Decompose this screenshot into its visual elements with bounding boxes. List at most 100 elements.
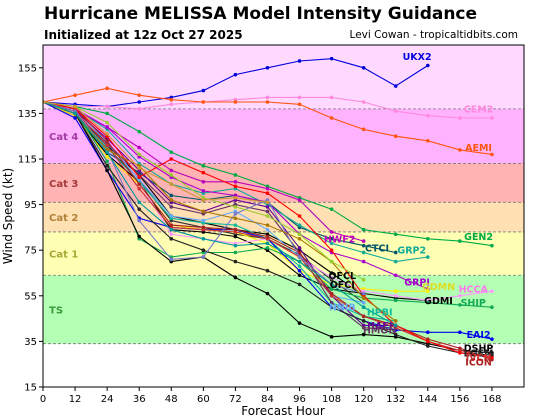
data-point — [393, 250, 398, 255]
data-point — [169, 168, 174, 173]
data-point — [105, 164, 109, 168]
intensity-bands: TS Cat 1 Cat 2 Cat 3 Cat 4 — [43, 45, 524, 345]
data-point — [458, 239, 462, 243]
data-point — [233, 223, 238, 227]
data-point — [393, 84, 398, 88]
series-line — [43, 101, 397, 322]
data-point — [265, 241, 270, 246]
data-point — [233, 275, 238, 280]
data-point — [393, 298, 398, 303]
data-point — [169, 182, 174, 186]
data-point — [137, 200, 141, 205]
data-point — [233, 205, 238, 209]
band-label-cat-4: Cat 4 — [49, 132, 78, 143]
y-tick-label: 155 — [18, 63, 37, 74]
data-point — [361, 314, 366, 319]
data-point — [265, 191, 270, 195]
data-point — [73, 111, 77, 116]
data-point — [137, 182, 141, 186]
data-point — [361, 100, 366, 104]
y-axis-label: Wind Speed (kt) — [1, 168, 15, 264]
data-point — [265, 268, 270, 273]
data-point — [361, 291, 366, 296]
data-point — [169, 223, 174, 227]
data-point — [361, 259, 366, 264]
y-tick-label: 15 — [24, 383, 37, 394]
model-label-gdmn: GDMN — [422, 282, 455, 293]
data-point — [105, 86, 109, 91]
data-point — [201, 237, 206, 241]
data-point — [233, 250, 238, 255]
data-point — [458, 346, 462, 351]
data-point — [393, 109, 398, 113]
series-hwf2 — [43, 100, 366, 243]
data-point — [105, 143, 109, 148]
data-point — [233, 72, 238, 77]
data-point — [105, 132, 109, 136]
model-label-grpi: GRPI — [404, 278, 430, 289]
model-label-hafi: HAFI — [367, 321, 392, 332]
data-point — [137, 100, 141, 104]
data-point — [329, 95, 334, 100]
data-point — [393, 323, 398, 328]
data-point — [137, 152, 141, 157]
data-point — [361, 332, 366, 337]
y-tick-label: 95 — [24, 200, 37, 211]
data-point — [329, 56, 334, 61]
data-point — [490, 152, 494, 157]
band-label-cat-3: Cat 3 — [49, 179, 78, 190]
data-point — [297, 264, 302, 268]
x-tick-label: 108 — [322, 394, 341, 405]
data-point — [297, 282, 302, 287]
data-point — [329, 291, 334, 296]
data-point — [201, 164, 206, 168]
x-tick-label: 60 — [197, 394, 210, 405]
data-point — [458, 303, 462, 307]
data-point — [73, 93, 77, 97]
data-point — [265, 186, 270, 191]
data-point — [361, 127, 366, 132]
data-point — [426, 255, 430, 259]
y-tick-label: 35 — [24, 337, 37, 348]
model-label-gen2: GEN2 — [464, 232, 493, 243]
data-point — [329, 287, 334, 291]
data-point — [329, 271, 334, 275]
data-point — [297, 273, 302, 278]
data-point — [393, 319, 398, 323]
data-point — [233, 100, 238, 104]
data-point — [490, 337, 494, 341]
data-point — [169, 257, 174, 262]
x-tick-label: 48 — [165, 394, 178, 405]
data-point — [329, 207, 334, 211]
x-tick-label: 168 — [482, 394, 501, 405]
series-line — [43, 101, 396, 331]
data-point — [137, 234, 141, 239]
data-point — [105, 150, 109, 154]
data-point — [426, 138, 430, 143]
data-point — [233, 227, 238, 232]
data-point — [458, 351, 462, 355]
model-label-gdmi: GDMI — [424, 296, 453, 307]
data-point — [105, 138, 109, 143]
plot-frame — [42, 44, 525, 388]
data-point — [137, 93, 141, 97]
data-point — [265, 205, 270, 209]
data-point — [169, 150, 174, 154]
data-point — [265, 209, 270, 214]
data-point — [265, 214, 270, 218]
data-point — [361, 325, 366, 330]
data-point — [329, 241, 334, 246]
data-point — [490, 355, 494, 360]
band-upper-5 — [43, 45, 524, 109]
model-label-hpbi: HPBI — [367, 307, 393, 318]
data-point — [458, 294, 462, 298]
data-point — [105, 154, 109, 159]
model-label-cem2: CEM2 — [464, 104, 494, 115]
data-point — [169, 97, 174, 102]
data-point — [233, 211, 238, 216]
x-tick-label: 156 — [450, 394, 469, 405]
x-tick-label: 144 — [418, 394, 437, 405]
data-point — [426, 63, 430, 68]
series-unlabeled-28 — [43, 100, 270, 205]
data-point — [137, 166, 141, 170]
